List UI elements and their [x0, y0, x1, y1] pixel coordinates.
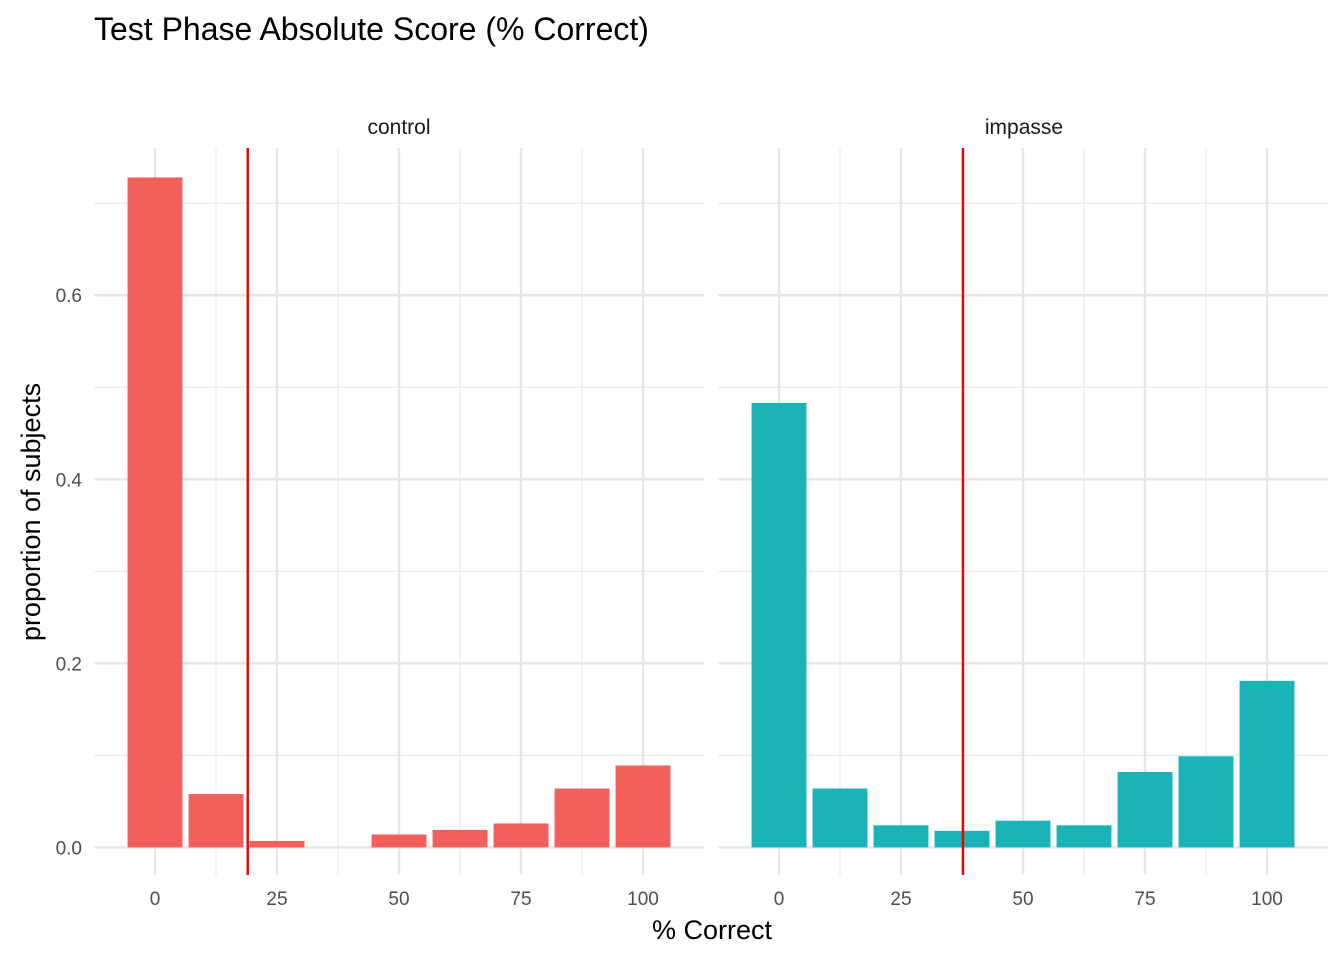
gridlines-control — [94, 148, 704, 875]
x-tick-label: 0 — [774, 889, 785, 910]
bar — [493, 823, 549, 848]
y-axis-title: proportion of subjects — [16, 383, 46, 641]
strip-label-control: control — [367, 116, 430, 139]
strip-label-impasse: impasse — [985, 116, 1063, 139]
x-tick-label: 25 — [266, 889, 287, 910]
x-tick-label: 75 — [510, 889, 531, 910]
bars-control — [127, 177, 671, 848]
y-axis-ticks: 0.0 0.2 0.4 0.6 — [56, 286, 83, 859]
bar — [127, 177, 183, 848]
bar — [432, 829, 488, 848]
x-ticks-control: 0 25 50 75 100 — [150, 889, 659, 910]
x-tick-label: 0 — [150, 889, 161, 910]
bar — [751, 402, 807, 848]
bar — [995, 820, 1051, 848]
bar — [1056, 825, 1112, 848]
panel-impasse: impasse 0 25 50 75 100 — [718, 116, 1328, 910]
bar — [554, 788, 610, 848]
x-tick-label: 50 — [1012, 889, 1033, 910]
x-tick-label: 50 — [388, 889, 409, 910]
bar — [615, 765, 671, 848]
bar — [371, 834, 427, 848]
panel-control: control 0 25 50 75 100 — [94, 116, 704, 910]
x-ticks-impasse: 0 25 50 75 100 — [774, 889, 1283, 910]
x-tick-label: 100 — [1251, 889, 1283, 910]
x-tick-label: 75 — [1134, 889, 1155, 910]
chart-title: Test Phase Absolute Score (% Correct) — [94, 11, 649, 47]
bar — [188, 794, 244, 848]
y-tick-label: 0.2 — [56, 654, 82, 675]
bar — [1239, 680, 1295, 848]
y-tick-label: 0.6 — [56, 286, 82, 307]
bar — [1117, 771, 1173, 848]
bar — [249, 840, 305, 848]
y-tick-label: 0.0 — [56, 838, 82, 859]
y-tick-label: 0.4 — [56, 470, 83, 491]
bar — [1178, 756, 1234, 848]
bar — [812, 788, 868, 848]
gridlines-impasse — [718, 148, 1328, 875]
x-axis-title: % Correct — [652, 915, 773, 945]
bar — [873, 825, 929, 848]
x-tick-label: 100 — [627, 889, 659, 910]
x-tick-label: 25 — [890, 889, 911, 910]
